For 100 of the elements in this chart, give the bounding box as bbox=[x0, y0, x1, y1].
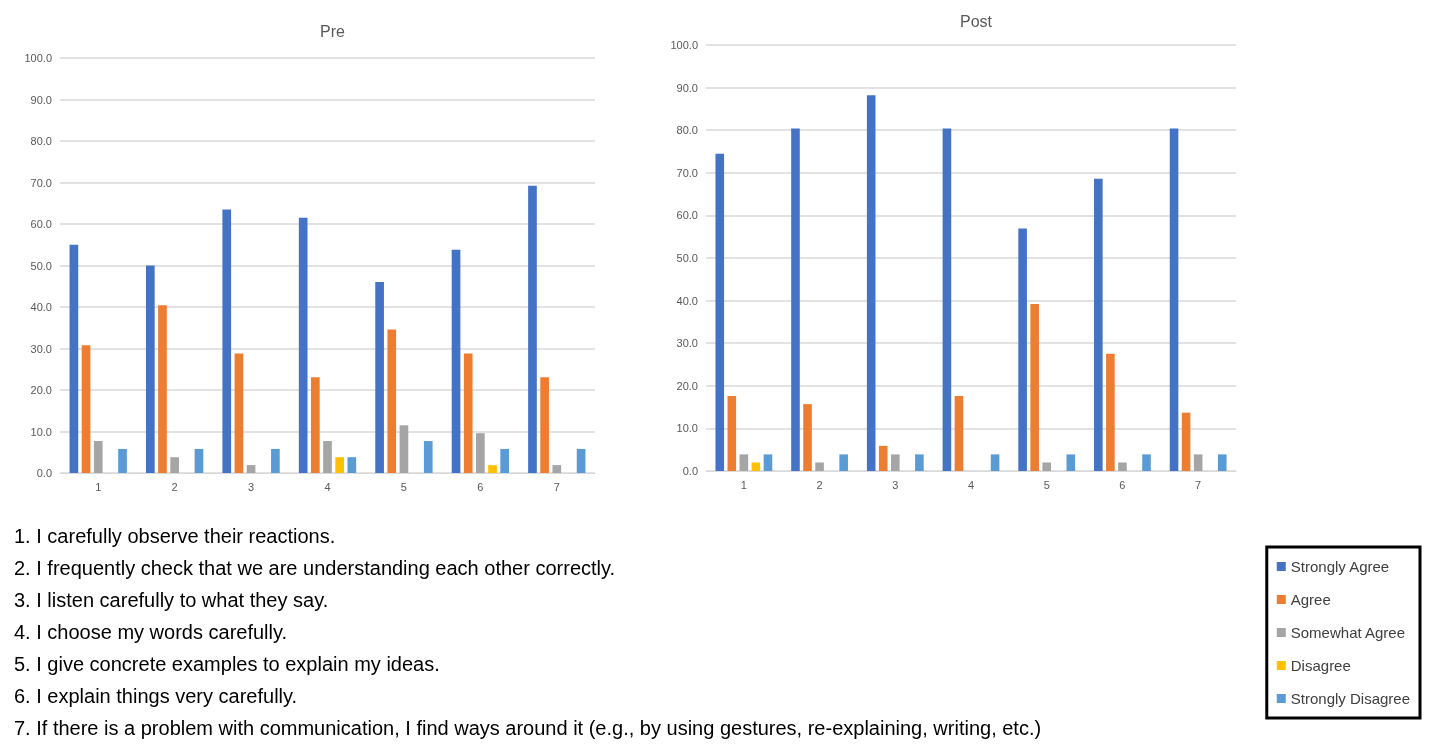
bar bbox=[990, 454, 1000, 471]
legend-label: Strongly Agree bbox=[1290, 558, 1390, 575]
bar bbox=[118, 448, 127, 473]
y-tick-label: 70.0 bbox=[30, 176, 52, 189]
x-tick-label: 3 bbox=[892, 478, 899, 491]
x-tick-label: 2 bbox=[171, 480, 178, 493]
bar bbox=[158, 305, 167, 473]
bar bbox=[1018, 228, 1027, 471]
y-tick-label: 50.0 bbox=[676, 252, 698, 264]
bar bbox=[335, 457, 344, 473]
bar bbox=[803, 404, 812, 471]
bar bbox=[1217, 454, 1227, 471]
y-tick-label: 60.0 bbox=[676, 209, 698, 222]
bar bbox=[739, 454, 749, 471]
y-tick-label: 0.0 bbox=[682, 465, 698, 477]
y-tick-label: 20.0 bbox=[30, 384, 52, 396]
x-tick-label: 2 bbox=[816, 478, 823, 491]
y-tick-label: 70.0 bbox=[676, 166, 698, 179]
y-tick-label: 80.0 bbox=[676, 124, 698, 137]
bar bbox=[528, 185, 537, 473]
bar bbox=[1118, 462, 1127, 471]
bar bbox=[488, 465, 497, 473]
bar bbox=[540, 377, 549, 473]
bar bbox=[915, 454, 924, 471]
x-tick-label: 7 bbox=[553, 480, 560, 493]
bar bbox=[423, 441, 433, 473]
bar bbox=[298, 217, 308, 473]
bar bbox=[751, 462, 761, 471]
bar bbox=[145, 265, 155, 473]
y-tick-label: 10.0 bbox=[30, 425, 52, 438]
text: 7. If there is a problem with communication, I find ways around it (e.g., by using gestures, re-explaining, writing, etc.) bbox=[14, 716, 1042, 741]
text: 5. I give concrete examples to explain my ideas. bbox=[14, 652, 441, 677]
y-tick-label: 90.0 bbox=[30, 93, 52, 106]
x-tick-label: 6 bbox=[477, 480, 484, 493]
y-tick-label: 80.0 bbox=[30, 135, 52, 147]
y-tick-label: 10.0 bbox=[676, 422, 698, 435]
bar bbox=[839, 454, 848, 471]
bar bbox=[311, 377, 320, 473]
bar bbox=[815, 462, 824, 471]
bar bbox=[791, 128, 800, 471]
bar bbox=[1193, 454, 1203, 471]
x-tick-label: 7 bbox=[1195, 478, 1202, 491]
bar bbox=[500, 448, 510, 473]
text: 4. I choose my words carefully. bbox=[14, 620, 289, 645]
bar bbox=[387, 329, 397, 473]
y-tick-label: 30.0 bbox=[30, 342, 52, 355]
bar bbox=[727, 396, 737, 471]
y-tick-label: 40.0 bbox=[676, 294, 698, 307]
x-tick-label: 4 bbox=[967, 478, 975, 491]
bar bbox=[715, 153, 725, 471]
chart-title: Pre bbox=[320, 22, 346, 40]
x-tick-label: 3 bbox=[248, 480, 255, 493]
legend-label: Agree bbox=[1290, 591, 1331, 608]
bar bbox=[451, 249, 461, 473]
bar bbox=[271, 448, 280, 473]
legend-label: Somewhat Agree bbox=[1290, 624, 1406, 641]
bar bbox=[763, 454, 773, 471]
bar bbox=[1142, 454, 1151, 471]
y-tick-label: 20.0 bbox=[676, 379, 698, 392]
x-tick-label: 1 bbox=[95, 480, 102, 493]
bar bbox=[463, 353, 473, 473]
bar bbox=[1030, 304, 1039, 471]
bar bbox=[347, 457, 357, 473]
bar bbox=[954, 396, 964, 471]
bar bbox=[552, 465, 562, 473]
y-tick-label: 50.0 bbox=[30, 259, 52, 272]
y-tick-label: 40.0 bbox=[30, 301, 52, 313]
bar bbox=[399, 425, 409, 473]
bar bbox=[234, 353, 244, 473]
y-tick-label: 90.0 bbox=[676, 81, 698, 94]
bar bbox=[866, 95, 876, 471]
y-tick-label: 30.0 bbox=[676, 337, 698, 350]
bar bbox=[1169, 128, 1179, 471]
x-tick-label: 5 bbox=[400, 480, 407, 493]
chart-title: Post bbox=[959, 12, 993, 30]
text: 3. I listen carefully to what they say. bbox=[14, 588, 330, 613]
bar bbox=[222, 209, 232, 473]
y-tick-label: 100.0 bbox=[24, 52, 52, 64]
y-tick-label: 100.0 bbox=[670, 39, 698, 51]
bar bbox=[890, 454, 900, 471]
x-tick-label: 5 bbox=[1043, 478, 1050, 491]
bar bbox=[576, 448, 586, 473]
bar bbox=[878, 445, 888, 471]
bar bbox=[1042, 462, 1052, 471]
x-tick-label: 6 bbox=[1119, 478, 1126, 491]
bar bbox=[1181, 412, 1191, 471]
bar bbox=[81, 345, 91, 473]
bar bbox=[69, 244, 79, 473]
bar bbox=[170, 457, 179, 473]
text: 1. I carefully observe their reactions. bbox=[14, 524, 337, 549]
x-tick-label: 1 bbox=[740, 478, 747, 491]
x-tick-label: 4 bbox=[324, 480, 331, 493]
bar bbox=[1106, 353, 1115, 471]
text: 2. I frequently check that we are understanding each other correctly. bbox=[14, 556, 617, 581]
legend-label: Strongly Disagree bbox=[1290, 690, 1411, 707]
bar bbox=[1066, 454, 1076, 471]
y-tick-label: 60.0 bbox=[30, 218, 52, 230]
legend-label: Disagree bbox=[1290, 657, 1351, 674]
bar bbox=[246, 465, 256, 473]
bar bbox=[375, 282, 384, 473]
